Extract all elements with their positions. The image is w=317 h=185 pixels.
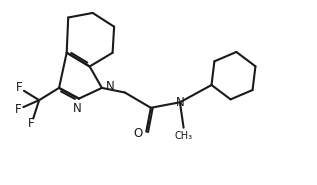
Text: N: N — [176, 96, 184, 109]
Text: N: N — [106, 80, 115, 93]
Text: CH₃: CH₃ — [175, 131, 193, 141]
Text: F: F — [16, 81, 23, 94]
Text: F: F — [15, 103, 22, 116]
Text: F: F — [28, 117, 35, 130]
Text: N: N — [73, 102, 82, 115]
Text: O: O — [133, 127, 143, 140]
